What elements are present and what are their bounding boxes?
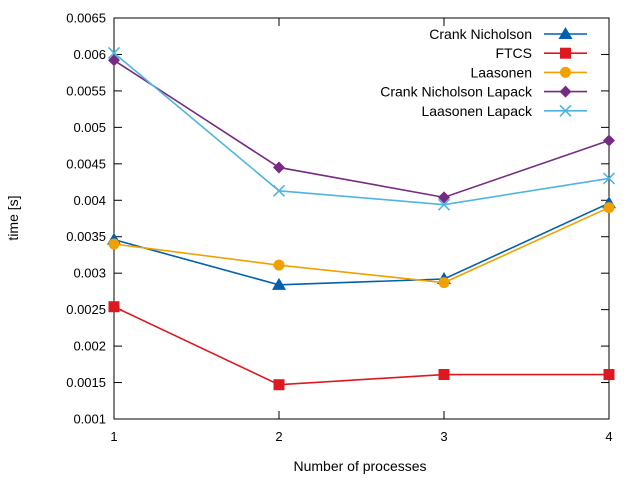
data-point-laasonen (273, 259, 285, 271)
series-ftcs (108, 301, 615, 391)
data-point-laasonen-lapack-stroke (437, 198, 451, 211)
legend-label: FTCS (495, 45, 532, 61)
series-line-ftcs (113, 305, 609, 386)
data-point-crank-nicholson (272, 277, 286, 290)
y-tick-label: 0.006 (73, 47, 106, 62)
data-point-laasonen (438, 277, 450, 289)
legend-label: Laasonen (470, 64, 532, 80)
x-tick-label: 4 (605, 429, 612, 444)
legend-marker (558, 27, 573, 39)
series-line-crank-nicholson-lapack (113, 59, 610, 199)
data-point-laasonen-lapack (437, 198, 451, 211)
data-point-laasonen-lapack-stroke (272, 184, 286, 197)
y-tick-label: 0.0065 (66, 11, 106, 26)
data-point-ftcs (438, 369, 450, 381)
series-laasonen-lapack (107, 46, 616, 211)
y-tick-label: 0.0045 (66, 156, 106, 171)
legend-item-ftcs: FTCS (495, 45, 587, 61)
legend-marker (559, 104, 572, 117)
y-tick-label: 0.004 (73, 193, 106, 208)
x-tick-label: 2 (275, 429, 282, 444)
data-point-laasonen-lapack (272, 184, 286, 197)
legend-item-laasonen: Laasonen (470, 64, 587, 80)
legend-label: Crank Nicholson Lapack (380, 84, 533, 100)
legend-marker-stroke (559, 104, 572, 117)
plot-frame (113, 17, 610, 420)
legend-item-crank-nicholson: Crank Nicholson (429, 26, 587, 42)
series-layer (107, 46, 616, 391)
data-point-crank-nicholson-lapack (273, 161, 285, 174)
legend-label: Crank Nicholson (429, 26, 532, 42)
data-point-ftcs (273, 379, 285, 391)
y-tick-label: 0.0035 (66, 229, 106, 244)
y-tick-label: 0.0015 (66, 375, 106, 390)
plot-border (113, 17, 610, 420)
y-tick-label: 0.002 (73, 339, 106, 354)
y-tick-label: 0.0055 (66, 83, 106, 98)
legend-marker (560, 66, 571, 78)
y-tick-label: 0.003 (73, 266, 106, 281)
y-axis-title: time [s] (5, 195, 21, 240)
data-point-crank-nicholson-lapack (108, 54, 120, 67)
data-point-laasonen-lapack-stroke (107, 46, 121, 60)
data-point-ftcs (108, 301, 120, 313)
series-line-laasonen-lapack (113, 52, 610, 206)
series-line-crank-nicholson (113, 202, 610, 286)
legend: Crank Nicholson FTCS Laasonen Crank Nichols… (380, 26, 587, 119)
x-axis-title: Number of processes (293, 458, 426, 474)
data-point-crank-nicholson-lapack (438, 191, 450, 204)
data-point-laasonen (603, 202, 615, 214)
legend-marker (559, 85, 572, 98)
y-tick-label: 0.005 (73, 120, 106, 135)
y-axis: 0.001 0.0015 0.002 0.0025 0.003 0.0035 0.004 0.… (66, 11, 609, 427)
data-point-laasonen (108, 238, 120, 250)
x-axis: 1 2 3 4 (110, 18, 613, 444)
data-point-laasonen-lapack-stroke (602, 172, 616, 185)
legend-item-crank-nicholson-lapack: Crank Nicholson Lapack (380, 84, 587, 100)
y-tick-label: 0.0025 (66, 302, 106, 317)
data-point-laasonen-lapack (107, 46, 121, 60)
series-laasonen (108, 202, 615, 289)
data-point-crank-nicholson-lapack (603, 134, 615, 147)
series-crank-nicholson (107, 196, 616, 290)
series-crank-nicholson-lapack (108, 54, 615, 204)
legend-marker (560, 47, 571, 59)
legend-item-laasonen-lapack: Laasonen Lapack (421, 103, 587, 119)
x-tick-label: 1 (110, 429, 117, 444)
series-line-laasonen (113, 206, 610, 284)
y-tick-label: 0.001 (73, 412, 106, 427)
legend-label: Laasonen Lapack (421, 103, 533, 119)
x-tick-label: 3 (440, 429, 447, 444)
data-point-ftcs (603, 369, 615, 381)
data-point-laasonen-lapack (602, 172, 616, 185)
